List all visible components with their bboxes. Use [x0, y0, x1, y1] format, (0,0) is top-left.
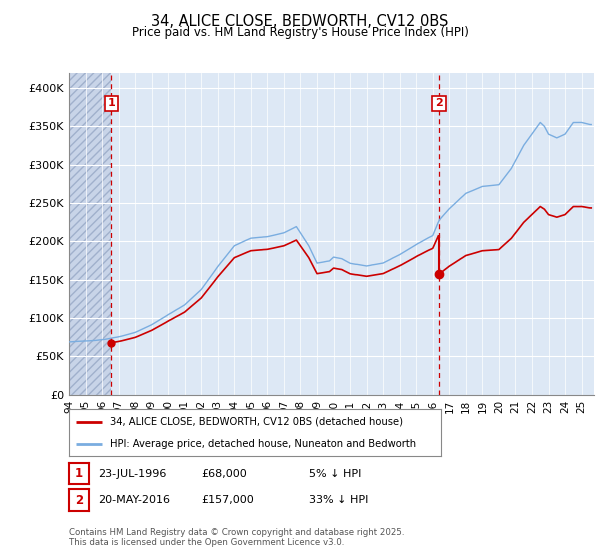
Text: £68,000: £68,000 [201, 469, 247, 479]
Text: 33% ↓ HPI: 33% ↓ HPI [309, 495, 368, 505]
Text: 23-JUL-1996: 23-JUL-1996 [98, 469, 166, 479]
Text: 1: 1 [107, 99, 115, 109]
Text: 20-MAY-2016: 20-MAY-2016 [98, 495, 170, 505]
Text: Contains HM Land Registry data © Crown copyright and database right 2025.
This d: Contains HM Land Registry data © Crown c… [69, 528, 404, 547]
Text: 34, ALICE CLOSE, BEDWORTH, CV12 0BS (detached house): 34, ALICE CLOSE, BEDWORTH, CV12 0BS (det… [110, 417, 403, 427]
Text: 5% ↓ HPI: 5% ↓ HPI [309, 469, 361, 479]
Text: 2: 2 [435, 99, 443, 109]
Text: Price paid vs. HM Land Registry's House Price Index (HPI): Price paid vs. HM Land Registry's House … [131, 26, 469, 39]
Text: 1: 1 [75, 467, 83, 480]
Text: 2: 2 [75, 493, 83, 507]
Text: £157,000: £157,000 [201, 495, 254, 505]
Bar [69, 73, 112, 395]
Text: 34, ALICE CLOSE, BEDWORTH, CV12 0BS: 34, ALICE CLOSE, BEDWORTH, CV12 0BS [151, 14, 449, 29]
Text: HPI: Average price, detached house, Nuneaton and Bedworth: HPI: Average price, detached house, Nune… [110, 438, 416, 449]
